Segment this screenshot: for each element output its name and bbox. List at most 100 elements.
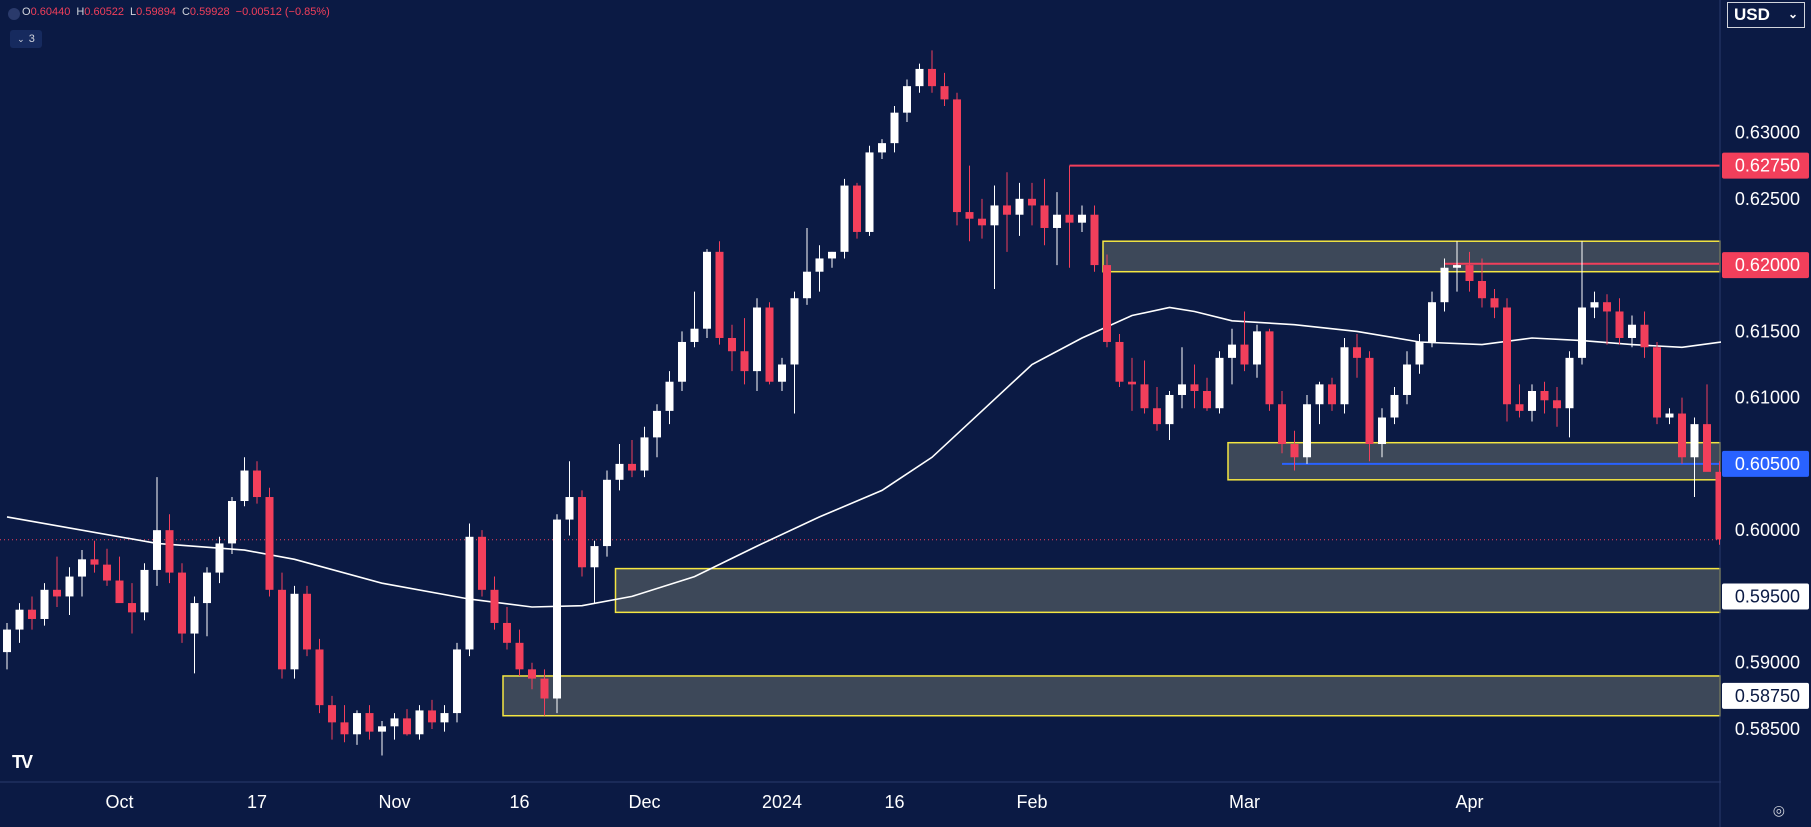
candle-bearish xyxy=(1353,334,1361,378)
candle-bullish xyxy=(565,461,574,536)
candle-body xyxy=(815,258,824,272)
price-level-label-text: 0.62750 xyxy=(1735,156,1800,176)
candle-bearish xyxy=(1540,381,1549,414)
candle-body xyxy=(1503,307,1511,405)
candle-body xyxy=(1578,307,1586,358)
candle-bearish xyxy=(1503,298,1511,422)
candle-body xyxy=(1003,205,1011,215)
candle-body xyxy=(1028,198,1036,206)
candle-bearish xyxy=(103,548,111,586)
candle-body xyxy=(578,497,586,568)
indicators-count: 3 xyxy=(28,33,35,45)
candle-bullish xyxy=(65,567,74,615)
candle-bullish xyxy=(440,705,449,732)
candle-bearish xyxy=(53,556,61,608)
currency-value: USD xyxy=(1734,5,1770,24)
candle-body xyxy=(940,86,949,100)
candle-body xyxy=(1703,424,1711,472)
candle-bearish xyxy=(303,585,311,657)
candle-body xyxy=(303,593,311,650)
candle-bullish xyxy=(1403,351,1411,405)
candle-bearish xyxy=(1328,377,1336,411)
candle-bullish xyxy=(990,185,999,289)
candle-bullish xyxy=(753,298,761,391)
settings-icon[interactable]: ◎ xyxy=(1772,803,1785,819)
candle-body xyxy=(1115,341,1124,382)
candle-body xyxy=(1365,357,1374,445)
candle-bullish xyxy=(1253,324,1261,378)
candle-bullish xyxy=(1228,328,1236,385)
candle-body xyxy=(628,463,636,471)
price-level-label-bg xyxy=(1722,152,1809,179)
candle-body xyxy=(1215,357,1224,409)
candle-body xyxy=(440,713,449,723)
indicators-toggle-button[interactable]: ⌄ 3 xyxy=(10,30,42,48)
candle-body xyxy=(53,589,61,597)
candle-bullish xyxy=(390,713,399,740)
candle-bullish xyxy=(615,444,624,491)
candle-bearish xyxy=(315,638,324,714)
candle-body xyxy=(353,713,361,735)
ohlc-legend: O0.60440 H0.60522 L0.59894 C0.59928 −0.0… xyxy=(22,6,330,18)
candle-body xyxy=(128,603,136,613)
candle-bearish xyxy=(1365,351,1374,462)
candle-bearish xyxy=(1278,391,1286,454)
candle-bullish xyxy=(203,567,211,637)
candle-body xyxy=(65,576,74,597)
candle-body xyxy=(215,543,224,573)
candle-body xyxy=(1340,347,1349,405)
candle-bullish xyxy=(1628,315,1636,348)
candle-body xyxy=(1378,417,1386,445)
candle-body xyxy=(328,705,336,723)
candle-bearish xyxy=(428,699,436,729)
candle-body xyxy=(103,564,111,581)
symbol-menu-icon[interactable] xyxy=(8,8,20,20)
candle-bullish xyxy=(878,139,886,160)
candle-bullish xyxy=(1378,408,1386,458)
high-value: 0.60522 xyxy=(84,6,125,18)
candle-bearish xyxy=(965,165,974,242)
candle-body xyxy=(803,271,811,299)
candle-body xyxy=(415,710,424,735)
price-tick-label: 0.58500 xyxy=(1735,719,1800,739)
moving-average-line xyxy=(6,306,1811,608)
currency-selector[interactable]: USD ⌄ xyxy=(1727,2,1805,28)
candle-bearish xyxy=(1653,341,1661,425)
price-level-label-text: 0.60500 xyxy=(1735,454,1800,474)
candle-body xyxy=(1665,413,1674,418)
candle-bullish xyxy=(228,497,236,555)
close-value: 0.59928 xyxy=(189,6,230,18)
candle-bearish xyxy=(1515,384,1524,418)
candle-bullish xyxy=(215,536,224,584)
candle-body xyxy=(503,622,511,643)
candle-bullish xyxy=(665,371,674,425)
candle-body xyxy=(1315,384,1324,405)
price-level-label-text: 0.58750 xyxy=(1735,686,1800,706)
tradingview-logo[interactable]: TV xyxy=(12,752,33,773)
candle-body xyxy=(553,519,561,699)
candle-body xyxy=(978,218,986,226)
candle-body xyxy=(1103,265,1111,342)
candle-body xyxy=(903,86,911,113)
candle-body xyxy=(1053,214,1061,228)
candle-bearish xyxy=(1128,357,1136,411)
candle-bullish xyxy=(15,603,24,643)
candle-bullish xyxy=(153,477,161,586)
candle-body xyxy=(1590,302,1599,308)
candle-bearish xyxy=(1140,360,1149,414)
candle-bearish xyxy=(128,583,136,634)
candle-body xyxy=(728,337,736,352)
price-tick-label: 0.61000 xyxy=(1735,388,1800,408)
candle-body xyxy=(1478,280,1486,299)
candle-body xyxy=(1178,384,1186,395)
candle-bullish xyxy=(1578,241,1586,365)
candle-body xyxy=(840,185,849,252)
candle-body xyxy=(1640,324,1649,348)
candle-bearish xyxy=(853,182,861,239)
candle-body xyxy=(1290,444,1299,458)
candle-body xyxy=(1540,391,1549,401)
candle-body xyxy=(1228,344,1236,358)
chevron-down-icon: ⌄ xyxy=(17,33,25,44)
